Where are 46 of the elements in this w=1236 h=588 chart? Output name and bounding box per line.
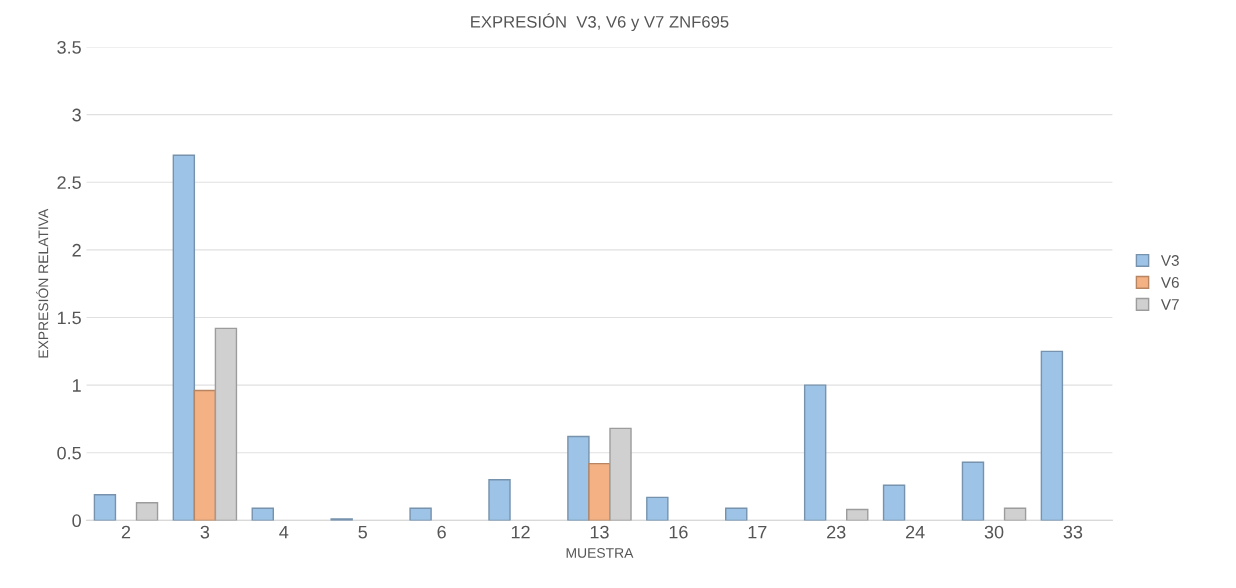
y-tick-label: 2 xyxy=(72,243,81,257)
x-tick-label: 13 xyxy=(590,525,609,539)
y-axis-title: EXPRESIÓN RELATIVA xyxy=(36,208,49,358)
bar xyxy=(646,496,669,521)
x-axis-title: MUESTRA xyxy=(566,547,634,558)
x-tick-label: 16 xyxy=(669,525,688,539)
bar xyxy=(588,462,611,521)
legend-label: V7 xyxy=(1160,299,1179,310)
bar xyxy=(193,389,217,521)
bar xyxy=(609,427,632,521)
bar xyxy=(1040,350,1064,521)
y-tick-label: 0 xyxy=(72,514,81,528)
legend-label: V3 xyxy=(1160,255,1179,266)
bar xyxy=(409,507,432,521)
bar xyxy=(488,479,511,521)
chart-title: EXPRESIÓN V3, V6 y V7 ZNF695 xyxy=(471,13,729,32)
x-tick-label: 4 xyxy=(279,525,289,539)
y-tick-label: 1 xyxy=(73,379,81,392)
bar xyxy=(93,493,117,521)
y-tick-label: 2.5 xyxy=(57,176,81,189)
x-tick-label: 12 xyxy=(511,525,530,539)
bar xyxy=(251,507,274,521)
bar xyxy=(961,461,985,521)
x-tick-label: 30 xyxy=(984,525,1004,539)
x-tick-label: 24 xyxy=(905,525,925,539)
bar xyxy=(846,508,869,521)
y-tick-label: 1.5 xyxy=(57,311,81,325)
bar xyxy=(725,507,748,521)
y-tick-label: 0.5 xyxy=(57,446,81,460)
bar xyxy=(135,502,159,521)
legend-label: V6 xyxy=(1160,277,1179,288)
x-tick-label: 5 xyxy=(358,525,367,539)
x-tick-label: 33 xyxy=(1063,525,1083,539)
x-tick-label: 3 xyxy=(200,525,210,539)
bar xyxy=(882,484,906,521)
x-tick-label: 6 xyxy=(437,525,446,539)
bar xyxy=(567,435,590,521)
bar xyxy=(1003,507,1027,521)
x-tick-label: 23 xyxy=(827,525,846,539)
y-tick-label: 3.5 xyxy=(57,40,81,54)
y-tick-label: 3 xyxy=(72,108,81,122)
bar xyxy=(803,384,827,521)
x-tick-label: 2 xyxy=(121,525,131,539)
x-tick-label: 17 xyxy=(748,525,767,539)
bar xyxy=(172,154,196,521)
bar xyxy=(214,327,238,521)
